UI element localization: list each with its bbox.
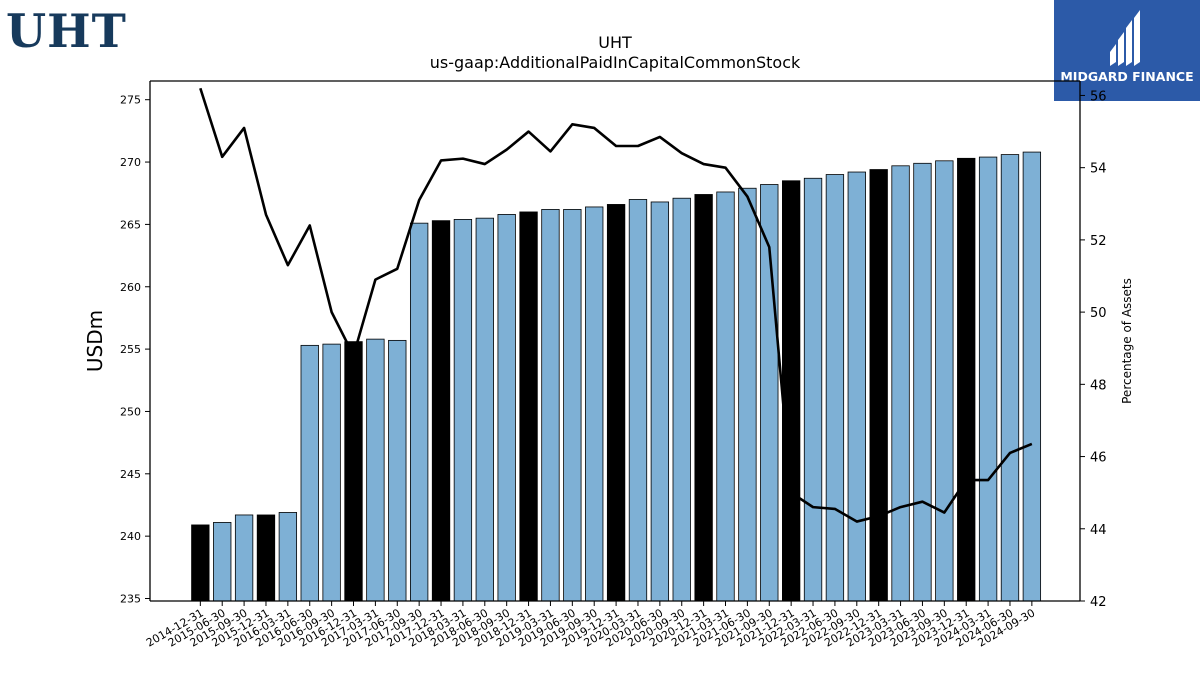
y2-tick-label: 50 — [1090, 306, 1107, 321]
bar-2018-09-30 — [497, 214, 516, 602]
bar-2016-06-30 — [300, 344, 319, 602]
bar-2021-03-31 — [716, 191, 735, 602]
y2-axis-label: Percentage of Assets — [1120, 278, 1134, 404]
bar-2019-12-31 — [606, 204, 626, 602]
bar-2015-06-30 — [213, 522, 232, 602]
y2-tick-label: 46 — [1090, 451, 1107, 466]
chart-subtitle: us-gaap:AdditionalPaidInCapitalCommonSto… — [430, 53, 801, 72]
bar-2023-06-30 — [913, 162, 932, 602]
y2-tick-label: 44 — [1090, 523, 1107, 538]
bar-2017-03-31 — [366, 338, 385, 602]
y-tick-label: 235 — [120, 593, 141, 606]
chart-title: UHT — [598, 33, 632, 52]
bar-2020-03-31 — [628, 199, 648, 602]
y-tick-label: 255 — [120, 343, 141, 356]
y-tick-label: 245 — [120, 468, 141, 481]
y-tick-label: 240 — [120, 530, 141, 543]
y2-tick-label: 56 — [1090, 89, 1107, 104]
bars-layer — [191, 151, 1042, 602]
y2-tick-label: 52 — [1090, 234, 1107, 249]
bar-2020-09-30 — [672, 197, 691, 602]
bar-2016-03-31 — [278, 512, 298, 602]
bar-2022-03-31 — [803, 177, 823, 602]
bar-2022-06-30 — [825, 174, 845, 602]
bar-2016-12-31 — [344, 341, 363, 602]
brand-emblem-icon — [1110, 10, 1140, 66]
bar-2014-12-31 — [191, 524, 210, 602]
brand-name: MIDGARD FINANCE — [1060, 69, 1194, 84]
brand-logo: MIDGARD FINANCE — [1054, 0, 1200, 101]
bar-2017-12-31 — [431, 220, 451, 602]
bar-2018-03-31 — [453, 219, 473, 602]
bar-2018-12-31 — [519, 211, 538, 602]
bar-2019-09-30 — [585, 206, 604, 602]
bar-2020-06-30 — [650, 201, 670, 602]
y-tick-label: 270 — [120, 156, 141, 169]
bar-2016-09-30 — [322, 343, 341, 602]
y-axis-label: USDm — [83, 310, 107, 372]
bar-2022-09-30 — [847, 171, 866, 602]
axes-layer: 235 240 245 250 255 260 265 270 275 42 44 46 48 50 52 5… — [120, 80, 1107, 650]
y-tick-label: 250 — [120, 405, 141, 418]
bar-2024-09-30 — [1022, 151, 1042, 602]
bar-2021-06-30 — [738, 187, 757, 602]
y-tick-label: 275 — [120, 94, 141, 107]
bar-2015-12-31 — [256, 514, 276, 602]
y-tick-label: 260 — [120, 281, 141, 294]
y2-tick-label: 48 — [1090, 378, 1107, 393]
bar-2023-09-30 — [935, 160, 954, 602]
bar-2020-12-31 — [694, 194, 713, 602]
percentage-of-assets-line — [199, 87, 1033, 523]
bar-2015-09-30 — [234, 514, 254, 602]
y2-tick-label: 42 — [1090, 595, 1107, 610]
bar-2022-12-31 — [869, 169, 888, 602]
bar-2019-03-31 — [541, 209, 560, 602]
bar-2017-09-30 — [409, 222, 429, 602]
ticker-logo: UHT — [6, 4, 127, 58]
bar-2023-12-31 — [957, 157, 976, 602]
bar-2018-06-30 — [475, 217, 494, 602]
bar-2024-06-30 — [1000, 154, 1020, 602]
bar-2024-03-31 — [978, 156, 998, 602]
bar-2023-03-31 — [891, 165, 910, 602]
bar-2017-06-30 — [388, 339, 407, 602]
line-layer — [199, 87, 1033, 523]
bar-2019-06-30 — [563, 209, 582, 602]
y2-tick-label: 54 — [1090, 162, 1107, 177]
bar-2021-12-31 — [782, 180, 801, 602]
y-tick-label: 265 — [120, 218, 141, 231]
